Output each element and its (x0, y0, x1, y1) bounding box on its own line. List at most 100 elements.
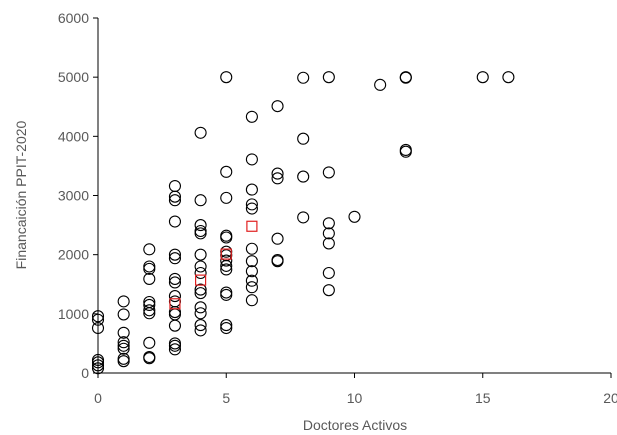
data-point (245, 198, 258, 211)
data-point (245, 153, 258, 166)
data-point (220, 263, 233, 276)
data-point (220, 165, 233, 178)
data-point (168, 319, 181, 332)
data-point (143, 298, 156, 312)
data-point (143, 307, 156, 320)
data-point (168, 343, 181, 356)
data-point (297, 132, 310, 145)
data-point (117, 326, 130, 339)
data-point (220, 319, 233, 332)
y-tick-label: 2000 (58, 247, 89, 263)
data-point (194, 319, 207, 332)
axis-ticks: 0 1000 2000 3000 4000 5000 6000 0 5 10 15 20 (58, 10, 617, 406)
data-point (168, 252, 181, 265)
data-point (322, 266, 335, 280)
data-point (245, 294, 258, 307)
data-point (117, 308, 130, 321)
data-point (271, 232, 284, 245)
data-point (374, 78, 387, 91)
data-point (194, 287, 207, 300)
data-point (194, 266, 207, 280)
y-tick-label: 6000 (58, 10, 89, 26)
x-axis-title: Doctores Activos (303, 417, 407, 433)
data-point (143, 262, 156, 275)
data-point (194, 227, 207, 240)
data-point (348, 210, 361, 223)
data-point (322, 217, 335, 230)
data-point (399, 71, 412, 84)
data-point (245, 265, 258, 278)
data-point (143, 304, 156, 317)
data-point (168, 179, 181, 193)
data-point (117, 342, 130, 355)
data-point (91, 310, 105, 323)
data-point (194, 301, 207, 314)
data-point (91, 313, 105, 326)
data-point (168, 272, 181, 285)
y-tick-label: 1000 (58, 306, 89, 322)
data-point (502, 71, 515, 84)
x-tick-label: 0 (94, 390, 102, 406)
data-point (271, 255, 284, 268)
data-point (245, 242, 258, 255)
data-point (245, 255, 258, 268)
data-point (91, 359, 105, 372)
data-point (322, 71, 335, 84)
data-point (245, 110, 258, 123)
data-point (168, 194, 181, 207)
data-point (117, 339, 130, 352)
data-point (322, 166, 335, 179)
data-point (297, 211, 310, 224)
data-point (399, 145, 412, 158)
data-point (220, 286, 233, 299)
data-point (143, 260, 156, 273)
data-point (322, 237, 335, 250)
x-tick-label: 15 (475, 390, 491, 406)
data-point (194, 307, 207, 320)
data-point (220, 71, 233, 84)
mean-point (169, 298, 181, 310)
data-point (143, 352, 156, 365)
mean-point (195, 274, 207, 286)
y-tick-label: 4000 (58, 128, 89, 144)
data-point (194, 219, 207, 232)
x-tick-label: 5 (222, 390, 230, 406)
data-point (143, 336, 156, 349)
mean-point (220, 248, 232, 260)
y-tick-label: 3000 (58, 188, 89, 204)
data-point (91, 321, 105, 335)
data-point (91, 362, 105, 375)
y-tick-label: 5000 (58, 69, 89, 85)
data-point (271, 172, 284, 185)
data-point (168, 215, 181, 228)
data-point (245, 274, 258, 287)
data-point (168, 290, 181, 303)
data-point (168, 190, 181, 203)
data-point (220, 191, 233, 204)
data-point (271, 100, 284, 113)
data-point (194, 324, 207, 337)
data-point (117, 352, 130, 365)
data-point (194, 248, 207, 261)
x-tick-label: 10 (347, 390, 363, 406)
data-point (194, 126, 207, 139)
data-point (168, 248, 181, 261)
data-point (322, 284, 335, 297)
data-point (143, 243, 156, 256)
data-point (220, 259, 233, 272)
data-point (220, 231, 233, 244)
data-point (476, 71, 489, 84)
data-point (117, 355, 130, 368)
data-point (220, 288, 233, 301)
data-point (245, 183, 258, 196)
data-point (245, 202, 258, 215)
data-point (220, 321, 233, 335)
data-point (194, 194, 207, 207)
data-point (194, 260, 207, 273)
data-point (297, 71, 310, 84)
data-point (168, 308, 181, 321)
data-point (245, 281, 258, 294)
data-point (168, 339, 181, 352)
data-points (91, 71, 515, 375)
